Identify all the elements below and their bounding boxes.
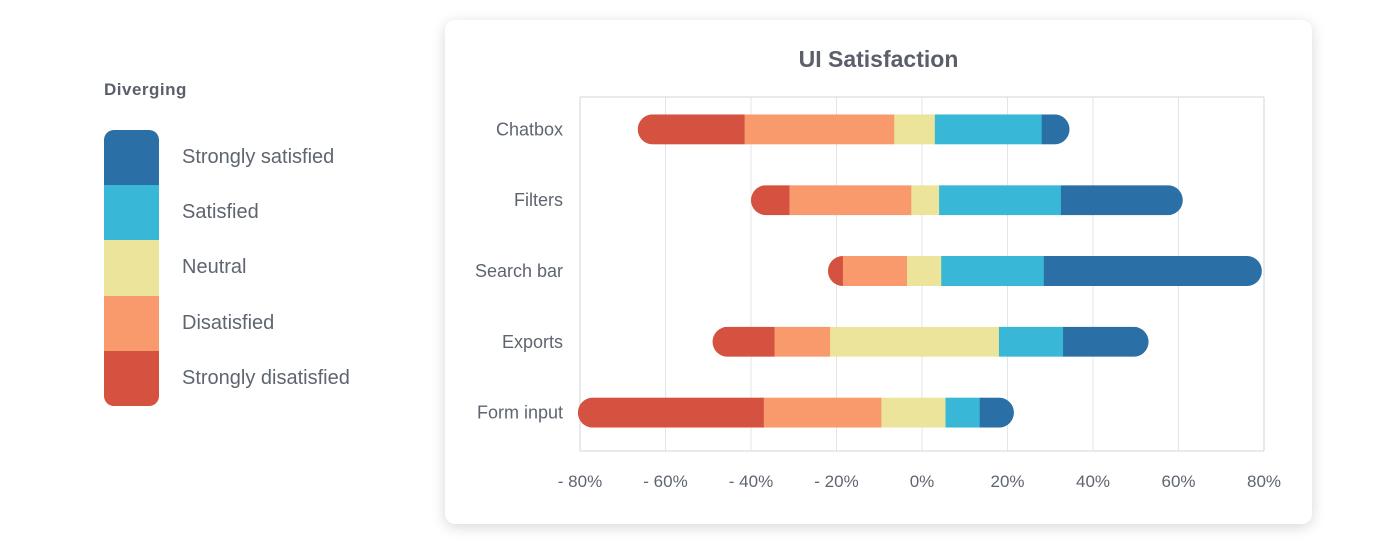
bar-segment-strongly-satisfied: [1063, 326, 1149, 357]
x-tick-label: - 80%: [558, 472, 602, 491]
bar-segment-neutral: [881, 397, 947, 428]
legend-label-disatisfied: Disatisfied: [182, 311, 275, 334]
legend-label-satisfied: Satisfied: [182, 201, 259, 224]
label-layer: - 80% - 60% - 40% - 20% 0% 20% 40% 60% 80% Chatbo…: [475, 119, 1281, 491]
bar-segment-disatisfied: [789, 185, 912, 216]
category-label-exports: Exports: [502, 332, 563, 352]
bar-row-chatbox: [637, 114, 1070, 145]
bar-segment-satisfied: [945, 397, 981, 428]
x-tick-label: - 20%: [814, 472, 858, 491]
x-tick-label: - 60%: [643, 472, 687, 491]
bar-segment-neutral: [907, 256, 942, 286]
grid-layer: [579, 96, 1265, 452]
legend-label-neutral: Neutral: [182, 256, 247, 279]
bar-segment-strongly-satisfied: [979, 397, 1014, 428]
x-tick-label: 20%: [990, 472, 1024, 491]
bar-segment-neutral: [894, 114, 936, 145]
bar-segment-strongly-disatisfied: [577, 397, 765, 428]
legend-swatch-satisfied: [104, 185, 159, 241]
bar-row-filters: [751, 185, 1183, 216]
bar-segment-strongly-satisfied: [1041, 114, 1070, 145]
legend-swatch-neutral: [104, 240, 159, 296]
x-tick-label: - 40%: [729, 472, 773, 491]
legend-panel: Diverging Strongly satisfied Satisfied N…: [104, 80, 404, 406]
category-label-chatbox: Chatbox: [496, 119, 563, 139]
x-tick-label: 40%: [1076, 472, 1110, 491]
bar-segment-strongly-satisfied: [1043, 256, 1262, 286]
bar-segment-strongly-disatisfied: [712, 326, 776, 357]
legend-labels: Strongly satisfied Satisfied Neutral Dis…: [182, 130, 350, 406]
bar-segment-disatisfied: [763, 397, 882, 428]
bar-segment-strongly-disatisfied: [637, 114, 746, 145]
bar-layer: [577, 114, 1262, 428]
legend-swatch-disatisfied: [104, 295, 159, 351]
category-label-form-input: Form input: [477, 403, 563, 423]
bar-segment-strongly-disatisfied: [827, 256, 844, 286]
chart-card: UI Satisfaction - 80% - 60% - 40% - 20% 0% 20…: [445, 20, 1312, 524]
chart-title: UI Satisfaction: [798, 46, 959, 72]
bar-segment-neutral: [911, 185, 940, 216]
category-label-filters: Filters: [514, 190, 563, 210]
bar-segment-satisfied: [998, 326, 1064, 357]
bar-segment-neutral: [830, 326, 1000, 357]
legend-heading: Diverging: [104, 80, 187, 99]
bar-segment-satisfied: [934, 114, 1043, 145]
category-label-search-bar: Search bar: [475, 261, 563, 281]
bar-row-search-bar: [827, 256, 1262, 286]
x-tick-label: 80%: [1247, 472, 1281, 491]
legend-swatch-column: [104, 130, 159, 406]
legend-swatch-strongly-disatisfied: [104, 350, 159, 406]
bar-segment-disatisfied: [744, 114, 895, 145]
satisfaction-chart: - 80% - 60% - 40% - 20% 0% 20% 40% 60% 80% Chatbo…: [475, 96, 1281, 491]
x-tick-label: 0%: [910, 472, 935, 491]
bar-segment-satisfied: [941, 256, 1045, 286]
bar-segment-disatisfied: [842, 256, 908, 286]
legend-label-strongly-disatisfied: Strongly disatisfied: [182, 366, 350, 389]
bar-segment-satisfied: [939, 185, 1062, 216]
legend-label-strongly-satisfied: Strongly satisfied: [182, 146, 335, 168]
x-tick-label: 60%: [1161, 472, 1195, 491]
bar-segment-strongly-satisfied: [1060, 185, 1183, 216]
bar-row-form-input: [577, 397, 1014, 428]
bar-row-exports: [712, 326, 1149, 357]
bar-segment-disatisfied: [774, 326, 831, 357]
legend-swatch-strongly-satisfied: [104, 130, 159, 186]
bar-segment-strongly-disatisfied: [751, 185, 790, 216]
